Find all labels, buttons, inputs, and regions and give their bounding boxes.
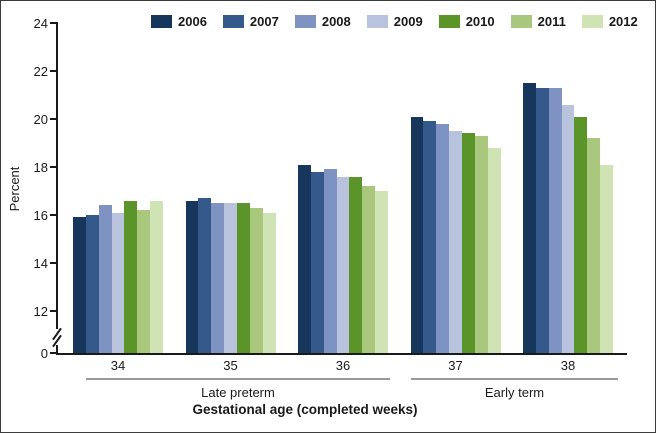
span-label-late-preterm: Late preterm (201, 385, 275, 400)
bar-2011-week-38 (587, 138, 601, 353)
bar-2010-week-37 (461, 133, 475, 353)
x-category-label-34: 34 (110, 358, 126, 373)
legend-label: 2012 (608, 14, 638, 29)
y-tick-label-22: 22 (33, 64, 48, 79)
bar-2007-week-34 (85, 215, 99, 353)
bar-group-week-34 (73, 13, 164, 353)
legend-item-2006: 2006 (151, 14, 207, 29)
x-category-label-35: 35 (223, 358, 238, 373)
bar-2008-week-34 (98, 205, 112, 353)
legend-label: 2011 (537, 14, 566, 29)
legend-swatch-2009 (366, 15, 388, 28)
legend-label: 2006 (178, 14, 207, 29)
legend-swatch-2006 (151, 15, 172, 28)
legend-label: 2007 (249, 14, 279, 29)
bar-2007-week-37 (423, 121, 437, 353)
bar-2011-week-35 (249, 207, 263, 353)
bar-2006-week-34 (73, 217, 86, 353)
bar-2007-week-36 (310, 171, 324, 353)
bar-2009-week-34 (111, 212, 125, 353)
bar-2006-week-38 (523, 83, 536, 353)
bar-2012-week-36 (375, 191, 389, 353)
y-tick-24 (50, 22, 57, 24)
bar-2009-week-38 (561, 104, 575, 353)
bar-2011-week-36 (362, 186, 376, 353)
bar-2010-week-35 (236, 203, 250, 353)
bar-2009-week-36 (336, 176, 350, 353)
bar-2006-week-35 (185, 200, 199, 353)
bar-2010-week-36 (349, 176, 363, 353)
legend-item-2009: 2009 (366, 14, 423, 29)
x-category-label-36: 36 (335, 358, 351, 373)
bar-2007-week-38 (535, 87, 549, 353)
legend-swatch-2011 (510, 15, 532, 28)
y-tick-label-20: 20 (33, 112, 48, 127)
x-category-label-38: 38 (560, 358, 576, 373)
y-tick-label-18: 18 (33, 160, 48, 175)
bar-2011-week-37 (474, 135, 488, 353)
legend-swatch-2008 (294, 15, 316, 28)
bar-2011-week-34 (137, 210, 151, 353)
legend-label: 2010 (465, 14, 495, 29)
bar-2006-week-37 (410, 116, 424, 353)
x-category-label-37: 37 (448, 358, 463, 373)
y-tick-20 (50, 118, 57, 120)
span-line-late-preterm (86, 378, 390, 380)
bar-2010-week-34 (124, 200, 138, 353)
bar-group-week-37 (410, 13, 501, 353)
legend-swatch-2012 (581, 15, 603, 28)
bar-2010-week-38 (574, 116, 588, 353)
x-axis-title: Gestational age (completed weeks) (192, 402, 418, 417)
y-tick-14 (50, 262, 57, 264)
y-tick-22 (50, 70, 57, 72)
y-tick-label-14: 14 (33, 256, 48, 271)
y-tick-0 (50, 352, 57, 354)
bar-2009-week-35 (224, 203, 237, 353)
bar-2008-week-37 (436, 123, 450, 353)
bar-2012-week-35 (262, 212, 276, 353)
y-tick-label-16: 16 (33, 208, 48, 223)
y-tick-12 (50, 310, 57, 312)
bar-group-week-36 (298, 13, 389, 353)
legend-swatch-2007 (222, 15, 244, 28)
y-axis-title: Percent (7, 166, 22, 212)
bar-2012-week-37 (487, 147, 501, 353)
legend-item-2011: 2011 (510, 14, 566, 29)
legend-swatch-2010 (438, 15, 460, 28)
bar-group-week-38 (523, 13, 614, 353)
y-axis-line (56, 22, 58, 355)
legend-item-2010: 2010 (438, 14, 495, 29)
y-tick-label-24: 24 (33, 16, 48, 31)
y-tick-label-0: 0 (40, 346, 48, 361)
span-line-early-term (411, 378, 618, 380)
bar-2006-week-36 (298, 164, 311, 353)
span-label-early-term: Early term (484, 385, 545, 400)
bar-2008-week-38 (548, 87, 562, 353)
y-tick-label-12: 12 (33, 304, 48, 319)
legend-item-2012: 2012 (581, 14, 638, 29)
bar-2012-week-38 (600, 164, 614, 353)
bar-2012-week-34 (150, 200, 164, 353)
legend-label: 2009 (393, 14, 423, 29)
legend-item-2008: 2008 (294, 14, 351, 29)
y-tick-16 (50, 214, 57, 216)
x-axis-line (56, 353, 627, 355)
bar-2008-week-36 (323, 169, 337, 353)
y-tick-18 (50, 166, 57, 168)
legend-label: 2008 (321, 14, 351, 29)
chart-legend: 2006 2007 2008 2009 2010 2011 2012 (151, 14, 638, 29)
bar-group-week-35 (185, 13, 276, 353)
bar-2009-week-37 (449, 131, 462, 353)
bar-2008-week-35 (211, 203, 225, 353)
legend-item-2007: 2007 (222, 14, 279, 29)
bar-2007-week-35 (198, 198, 212, 353)
